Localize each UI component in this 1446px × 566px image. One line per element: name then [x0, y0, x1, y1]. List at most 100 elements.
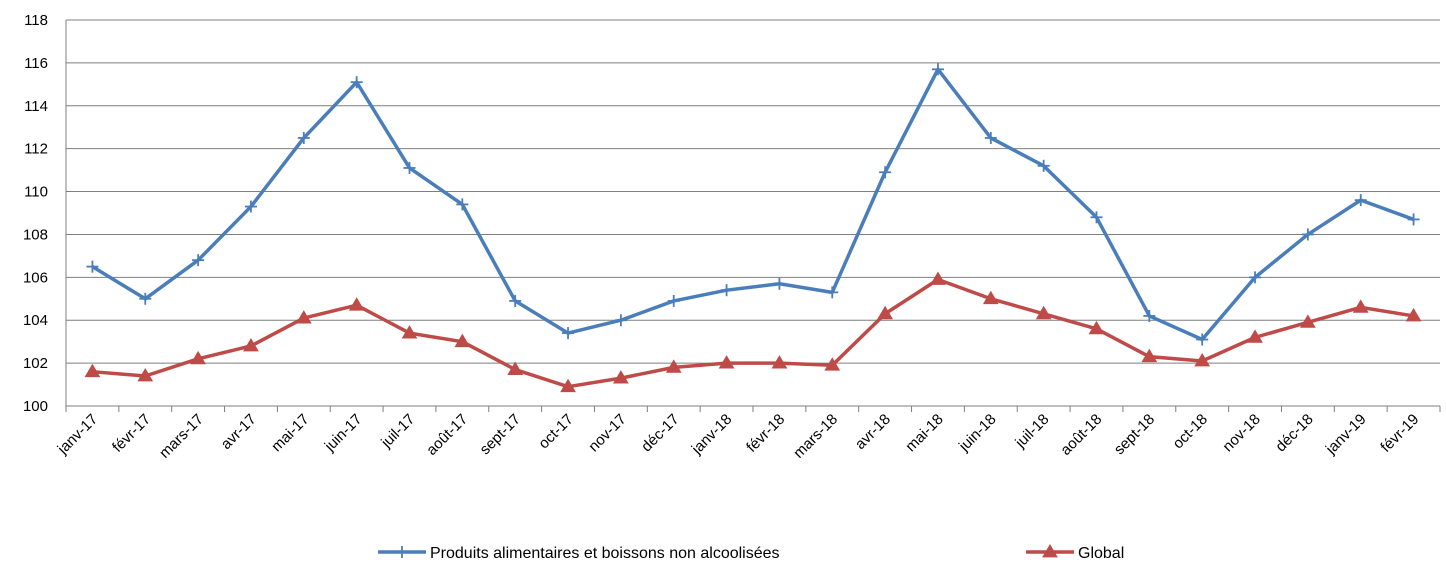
y-tick-label: 110	[24, 184, 48, 201]
data-point	[984, 131, 997, 144]
x-tick-label: oct-18	[1170, 411, 1212, 453]
legend-label: Global	[1078, 545, 1124, 562]
x-tick-label: juin-18	[955, 411, 1000, 456]
x-tick-label: mars-17	[156, 411, 207, 462]
data-point	[507, 361, 524, 375]
series-line	[92, 277, 1414, 389]
x-tick-label: avr-18	[852, 411, 894, 453]
x-tick-label: mars-18	[790, 411, 841, 462]
y-tick-label: 100	[23, 398, 48, 415]
data-point	[1300, 314, 1316, 328]
legend-item: Global	[1026, 544, 1124, 562]
x-tick-label: août-17	[423, 411, 471, 459]
data-point	[403, 161, 416, 174]
x-tick-label: juil-18	[1011, 411, 1052, 452]
x-tick-label: sept-18	[1111, 411, 1158, 458]
legend-item: Produits alimentaires et boissons non al…	[378, 545, 780, 562]
data-point	[614, 314, 627, 327]
data-point	[456, 198, 469, 211]
data-point	[1196, 333, 1209, 346]
y-tick-label: 118	[24, 12, 48, 29]
legend: Produits alimentaires et boissons non al…	[378, 544, 1124, 562]
x-axis-ticks: janv-17 févr-17 mars-17 avr-17 mai-17 juin-17…	[54, 406, 1441, 462]
data-point	[396, 546, 408, 558]
data-point	[244, 200, 257, 213]
data-point	[560, 378, 576, 393]
x-tick-label: juin-17	[321, 411, 366, 456]
series-layer	[84, 63, 1422, 393]
x-tick-label: oct-17	[535, 411, 577, 453]
data-point	[1042, 544, 1058, 558]
data-point	[139, 292, 152, 305]
y-tick-label: 112	[24, 141, 48, 158]
x-tick-label: mai-18	[902, 411, 946, 455]
data-point	[295, 310, 312, 324]
data-point	[930, 271, 946, 285]
data-point	[1352, 299, 1369, 313]
x-tick-label: déc-18	[1272, 411, 1316, 455]
y-tick-label: 106	[23, 269, 48, 286]
data-point	[879, 166, 892, 179]
data-point	[297, 131, 310, 144]
x-tick-label: nov-17	[585, 411, 629, 455]
data-point	[1035, 305, 1052, 320]
x-tick-label: mai-17	[268, 411, 312, 455]
data-point	[1247, 329, 1263, 343]
data-point	[509, 294, 522, 307]
series-global	[84, 271, 1422, 393]
x-tick-label: avr-17	[218, 411, 260, 453]
y-tick-label: 114	[24, 98, 48, 115]
x-tick-label: janv-18	[688, 411, 736, 459]
data-point	[667, 294, 680, 307]
y-tick-label: 108	[23, 226, 48, 243]
x-tick-label: janv-17	[54, 411, 102, 459]
data-point	[1194, 352, 1211, 367]
data-point	[824, 357, 841, 371]
data-point	[1037, 159, 1050, 172]
y-tick-label: 104	[23, 312, 48, 329]
data-point	[192, 254, 205, 267]
data-point	[454, 333, 471, 348]
data-point	[982, 290, 999, 305]
data-point	[877, 305, 893, 320]
data-point	[1088, 320, 1105, 335]
x-tick-label: sept-17	[477, 411, 524, 458]
data-point	[1143, 309, 1156, 322]
x-tick-label: févr-18	[743, 411, 788, 456]
x-tick-label: févr-17	[109, 411, 154, 456]
legend-label: Produits alimentaires et boissons non al…	[430, 545, 780, 562]
y-axis-ticks: 100 102 104 106 108 110 112 114 116 118	[23, 12, 48, 415]
data-point	[350, 76, 363, 89]
x-tick-label: nov-18	[1219, 411, 1263, 455]
x-tick-label: janv-19	[1322, 411, 1370, 459]
series-produits-alimentaires	[86, 63, 1420, 346]
data-point	[718, 355, 735, 369]
data-point	[773, 277, 786, 290]
data-point	[348, 297, 365, 311]
x-tick-label: août-18	[1057, 411, 1105, 459]
y-tick-label: 102	[23, 355, 48, 372]
data-point	[613, 370, 629, 384]
data-point	[401, 325, 418, 339]
data-point	[1405, 307, 1422, 322]
data-point	[771, 355, 788, 369]
y-tick-label: 116	[24, 55, 48, 72]
data-point	[137, 367, 154, 382]
data-point	[190, 350, 206, 365]
data-point	[665, 359, 682, 373]
x-tick-label: juil-17	[377, 411, 418, 452]
data-point	[720, 284, 733, 297]
series-line	[91, 67, 1415, 342]
data-point	[243, 337, 259, 352]
data-point	[86, 260, 99, 273]
x-tick-label: déc-17	[638, 411, 682, 455]
data-point	[1090, 211, 1103, 224]
data-point	[826, 286, 839, 299]
data-point	[562, 327, 575, 340]
data-point	[1301, 228, 1314, 241]
data-point	[931, 63, 944, 76]
data-point	[84, 363, 101, 378]
data-point	[1249, 271, 1262, 284]
data-point	[1407, 213, 1420, 226]
